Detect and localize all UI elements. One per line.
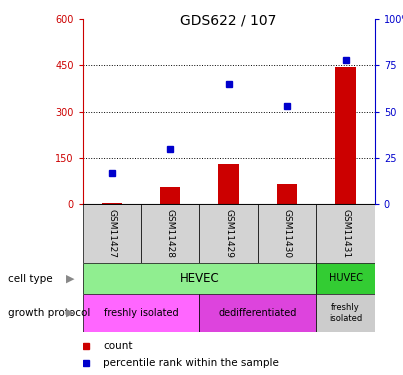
Bar <box>335 67 356 204</box>
Bar <box>277 184 297 204</box>
Text: HEVEC: HEVEC <box>180 272 219 285</box>
Bar <box>258 204 316 262</box>
Text: cell type: cell type <box>8 274 53 284</box>
Text: GSM11430: GSM11430 <box>283 209 292 258</box>
Bar <box>199 204 258 262</box>
Bar <box>102 203 122 204</box>
Text: GSM11431: GSM11431 <box>341 209 350 258</box>
Text: freshly
isolated: freshly isolated <box>329 303 362 323</box>
Bar <box>141 204 199 262</box>
Bar <box>83 262 316 294</box>
Text: GSM11429: GSM11429 <box>224 209 233 258</box>
Text: growth protocol: growth protocol <box>8 308 90 318</box>
Bar <box>316 204 375 262</box>
Bar <box>83 294 199 332</box>
Text: count: count <box>103 340 133 351</box>
Bar <box>83 204 141 262</box>
Text: freshly isolated: freshly isolated <box>104 308 179 318</box>
Bar <box>199 294 316 332</box>
Text: GDS622 / 107: GDS622 / 107 <box>179 13 276 27</box>
Text: GSM11428: GSM11428 <box>166 209 175 258</box>
Text: GSM11427: GSM11427 <box>107 209 116 258</box>
Text: HUVEC: HUVEC <box>328 273 363 284</box>
Text: percentile rank within the sample: percentile rank within the sample <box>103 358 279 368</box>
Bar <box>160 188 181 204</box>
Bar <box>218 164 239 204</box>
Text: ▶: ▶ <box>66 274 75 284</box>
Bar <box>316 262 375 294</box>
Bar <box>316 294 375 332</box>
Text: dedifferentiated: dedifferentiated <box>219 308 297 318</box>
Text: ▶: ▶ <box>66 308 75 318</box>
